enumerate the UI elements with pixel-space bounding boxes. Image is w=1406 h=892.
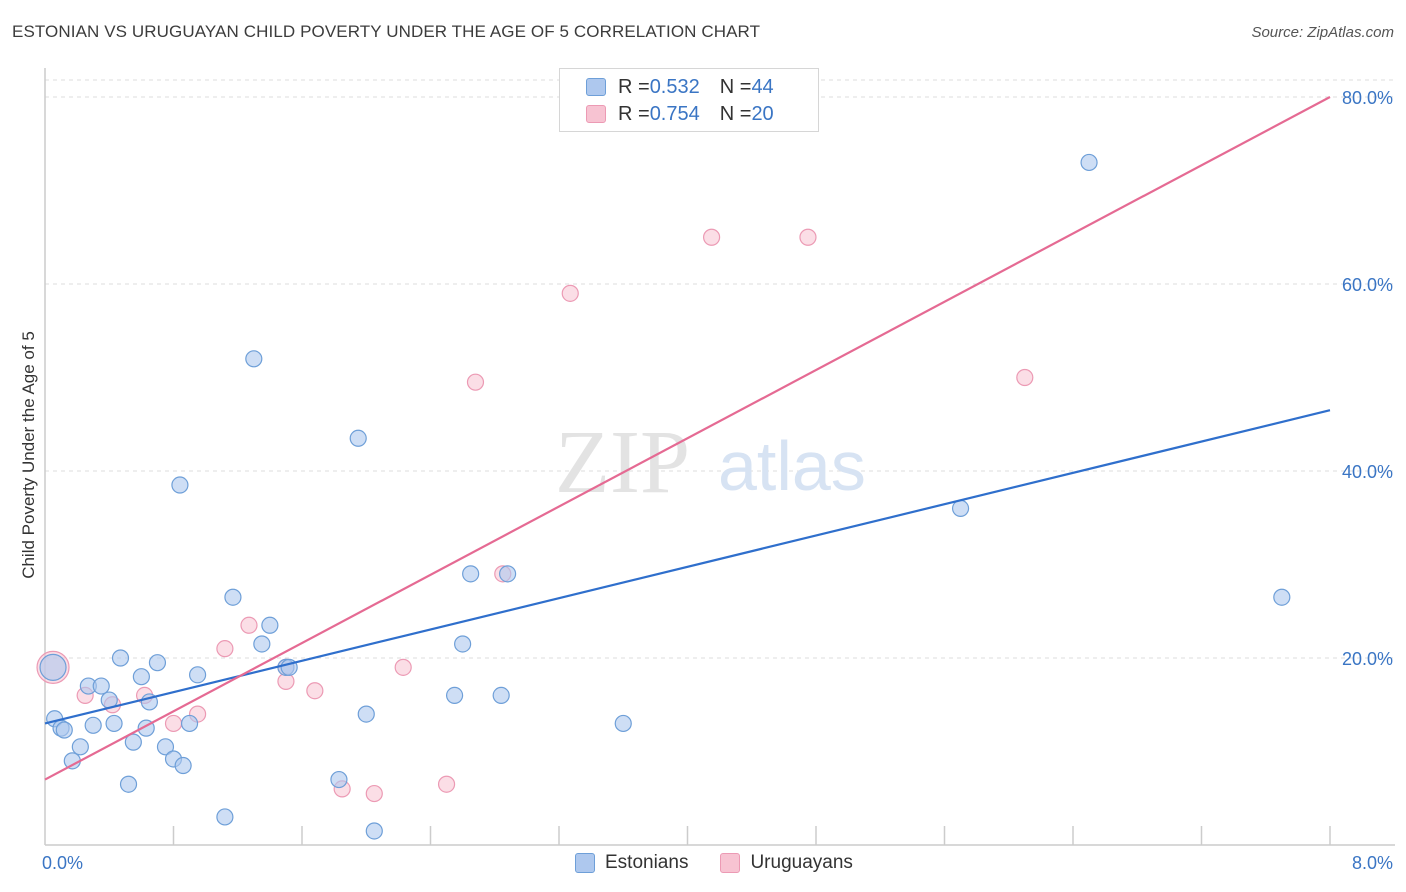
estonian-point bbox=[39, 653, 67, 681]
watermark: ZIP atlas bbox=[555, 413, 866, 512]
uruguayan-point bbox=[702, 228, 721, 246]
uruguayan-point bbox=[164, 714, 183, 733]
legend-row-estonians: R = 0.532 N = 44 bbox=[586, 74, 774, 100]
legend-r-label: R = bbox=[618, 75, 650, 98]
estonian-point bbox=[499, 565, 517, 583]
data-points bbox=[36, 153, 1291, 840]
estonian-point bbox=[1080, 153, 1098, 172]
estonian-point bbox=[84, 716, 102, 734]
estonian-point bbox=[224, 588, 242, 606]
bottom-legend-swatch-uruguayans bbox=[720, 853, 741, 873]
axes bbox=[44, 68, 1395, 846]
bottom-legend-uruguayans: Uruguayans bbox=[720, 852, 853, 874]
estonian-point bbox=[55, 721, 73, 739]
estonian-point bbox=[951, 499, 970, 517]
x-tick-label: 8.0% bbox=[1352, 853, 1393, 873]
estonian-point bbox=[148, 654, 167, 672]
legend-box: R = 0.532 N = 44 R = 0.754 N = 20 bbox=[559, 68, 819, 132]
bottom-legend-swatch-estonians bbox=[575, 853, 595, 873]
uruguayan-trend-line bbox=[44, 96, 1331, 781]
estonian-point bbox=[188, 666, 207, 684]
uruguayan-point bbox=[437, 775, 456, 793]
estonian-point bbox=[330, 770, 348, 789]
legend-r-label: R = bbox=[618, 102, 650, 125]
bottom-legend-label-uruguayans: Uruguayans bbox=[750, 852, 853, 873]
estonian-point bbox=[71, 738, 89, 756]
tick-labels: 20.0% 40.0% 60.0% 80.0% 0.0% 8.0% bbox=[42, 88, 1393, 873]
bottom-legend: Estonians Uruguayans bbox=[575, 852, 885, 874]
estonian-point bbox=[349, 429, 367, 447]
uruguayan-point bbox=[561, 284, 579, 302]
legend-n-value: 44 bbox=[751, 75, 774, 98]
estonian-point bbox=[119, 775, 138, 793]
estonian-point bbox=[365, 822, 383, 840]
estonian-point bbox=[174, 756, 192, 775]
estonian-point bbox=[454, 635, 472, 653]
uruguayan-point bbox=[365, 784, 383, 803]
estonian-point bbox=[1273, 588, 1291, 606]
legend-n-label: N = bbox=[719, 75, 752, 98]
estonian-point bbox=[105, 714, 123, 733]
estonian-point bbox=[132, 668, 150, 686]
uruguayan-point bbox=[240, 616, 258, 634]
estonian-point bbox=[180, 714, 199, 733]
x-tick-label: 0.0% bbox=[42, 853, 83, 873]
estonian-point bbox=[111, 649, 130, 667]
source-label: Source: ZipAtlas.com bbox=[1251, 24, 1394, 41]
legend-swatch-estonians bbox=[586, 78, 606, 96]
bottom-legend-label-estonians: Estonians bbox=[605, 852, 689, 873]
legend-n-label: N = bbox=[719, 102, 752, 125]
estonian-point bbox=[92, 677, 110, 695]
uruguayan-point bbox=[216, 640, 234, 658]
uruguayan-point bbox=[394, 658, 412, 676]
estonian-point bbox=[261, 616, 279, 634]
estonian-point bbox=[445, 686, 464, 705]
estonian-point bbox=[253, 635, 271, 653]
grid-lines bbox=[45, 79, 1395, 659]
legend-n-value: 20 bbox=[751, 102, 774, 125]
estonian-point bbox=[462, 565, 480, 583]
estonian-point bbox=[156, 738, 175, 756]
y-tick-label: 40.0% bbox=[1342, 462, 1393, 482]
y-tick-label: 80.0% bbox=[1342, 88, 1393, 108]
estonian-point bbox=[124, 733, 142, 751]
uruguayan-point bbox=[306, 682, 324, 700]
estonian-point bbox=[171, 476, 189, 494]
y-tick-label: 60.0% bbox=[1342, 275, 1393, 295]
y-axis-label: Child Poverty Under the Age of 5 bbox=[19, 331, 38, 579]
uruguayan-point bbox=[799, 228, 817, 246]
estonian-point bbox=[357, 705, 375, 723]
legend-swatch-uruguayans bbox=[586, 105, 606, 123]
y-tick-label: 20.0% bbox=[1342, 649, 1393, 669]
legend-r-value: 0.532 bbox=[649, 75, 700, 98]
estonian-point bbox=[245, 350, 263, 368]
chart-title: ESTONIAN VS URUGUAYAN CHILD POVERTY UNDE… bbox=[12, 22, 761, 41]
uruguayan-point bbox=[466, 373, 485, 391]
watermark-atlas: atlas bbox=[718, 427, 866, 505]
uruguayan-point bbox=[1016, 368, 1034, 387]
estonian-trend-line bbox=[44, 409, 1331, 725]
legend-r-value: 0.754 bbox=[649, 102, 700, 125]
estonian-point bbox=[492, 686, 510, 705]
trend-lines bbox=[44, 96, 1331, 781]
estonian-point bbox=[614, 714, 632, 733]
legend-row-uruguayans: R = 0.754 N = 20 bbox=[586, 101, 774, 127]
bottom-legend-estonians: Estonians bbox=[575, 852, 688, 874]
estonian-point bbox=[216, 808, 234, 826]
